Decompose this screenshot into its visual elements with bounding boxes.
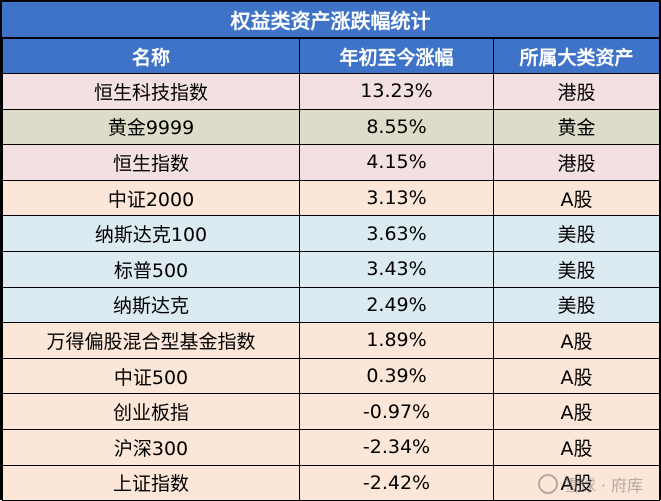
cell-category: 黄金	[493, 108, 660, 146]
cell-category: 港股	[493, 144, 660, 181]
cell-change: 2.49%	[299, 286, 494, 324]
cell-category: A股	[493, 428, 660, 466]
cell-name: 标普500	[2, 250, 300, 288]
cell-category: 美股	[493, 215, 660, 252]
cell-change: 13.23%	[299, 73, 494, 110]
header-category: 所属大类资产	[493, 38, 660, 74]
cell-name: 创业板指	[2, 393, 300, 430]
cell-category: A股	[493, 357, 660, 395]
table-row: 沪深300 -2.34% A股	[2, 428, 660, 466]
cell-change: 8.55%	[299, 108, 494, 146]
header-name: 名称	[2, 38, 300, 74]
cell-change: 3.13%	[299, 179, 494, 217]
data-table: 名称 年初至今涨幅 所属大类资产 恒生科技指数 13.23% 港股 黄金9999 8.5…	[2, 38, 660, 501]
cell-name: 恒生科技指数	[2, 73, 300, 110]
cell-name: 纳斯达克	[2, 286, 300, 324]
cell-category: 港股	[493, 73, 660, 110]
cell-name: 沪深300	[2, 428, 300, 466]
cell-category: 美股	[493, 250, 660, 288]
cell-category: A股	[493, 393, 660, 430]
table-row: 万得偏股混合型基金指数 1.89% A股	[2, 322, 660, 359]
table-row: 纳斯达克100 3.63% 美股	[2, 215, 660, 252]
header-change: 年初至今涨幅	[299, 38, 494, 74]
cell-name: 中证2000	[2, 179, 300, 217]
table-row: 创业板指 -0.97% A股	[2, 393, 660, 430]
cell-name: 上证指数	[2, 464, 300, 501]
cell-name: 纳斯达克100	[2, 215, 300, 252]
table-row: 标普500 3.43% 美股	[2, 250, 660, 288]
table-row: 恒生科技指数 13.23% 港股	[2, 73, 660, 110]
cell-change: 4.15%	[299, 144, 494, 181]
cell-change: -2.42%	[299, 464, 494, 501]
cell-change: -0.97%	[299, 393, 494, 430]
table-body: 恒生科技指数 13.23% 港股 黄金9999 8.55% 黄金 恒生指数 4.15% 港股 中证…	[2, 73, 660, 501]
cell-category: A股	[493, 179, 660, 217]
cell-category: 美股	[493, 286, 660, 324]
table-row: 中证2000 3.13% A股	[2, 179, 660, 217]
cell-category: A股	[493, 464, 660, 501]
table-title: 权益类资产涨跌幅统计	[2, 2, 659, 38]
cell-change: 3.43%	[299, 250, 494, 288]
cell-change: 1.89%	[299, 322, 494, 359]
cell-category: A股	[493, 322, 660, 359]
table-row: 黄金9999 8.55% 黄金	[2, 108, 660, 146]
cell-name: 恒生指数	[2, 144, 300, 181]
cell-change: -2.34%	[299, 428, 494, 466]
table-row: 纳斯达克 2.49% 美股	[2, 286, 660, 324]
cell-change: 3.63%	[299, 215, 494, 252]
table-row: 中证500 0.39% A股	[2, 357, 660, 395]
header-row: 名称 年初至今涨幅 所属大类资产	[2, 38, 660, 74]
cell-name: 万得偏股混合型基金指数	[2, 322, 300, 359]
cell-change: 0.39%	[299, 357, 494, 395]
cell-name: 中证500	[2, 357, 300, 395]
cell-name: 黄金9999	[2, 108, 300, 146]
table-row: 恒生指数 4.15% 港股	[2, 144, 660, 181]
table-row: 上证指数 -2.42% A股	[2, 464, 660, 501]
